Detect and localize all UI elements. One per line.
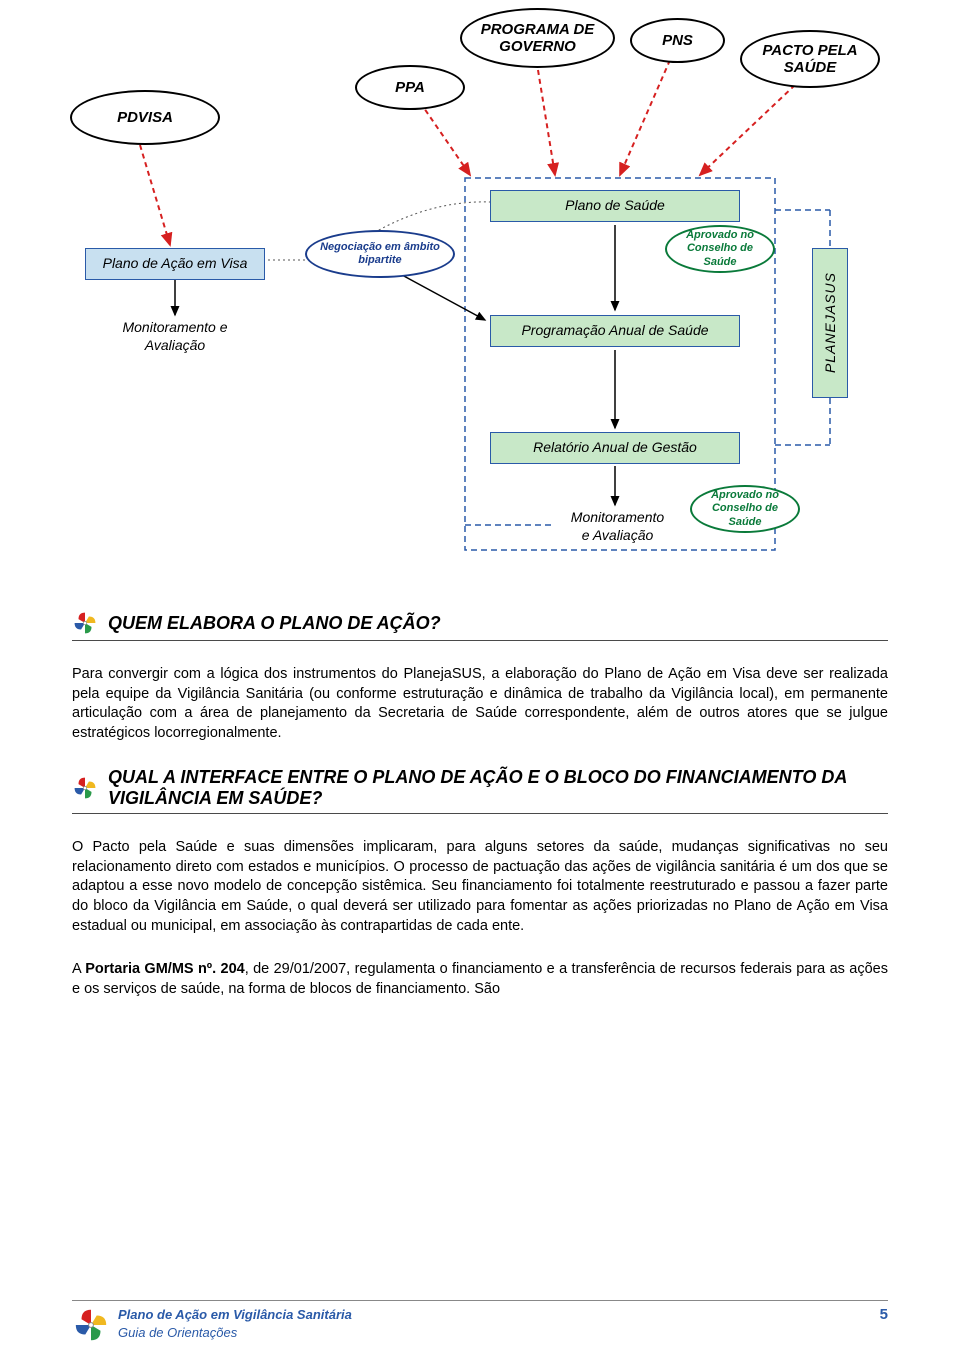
section2-title: QUAL A INTERFACE ENTRE O PLANO DE AÇÃO E…	[108, 767, 888, 809]
pinwheel-icon	[72, 775, 98, 801]
section2-body2: A Portaria GM/MS nº. 204, de 29/01/2007,…	[72, 960, 888, 999]
section1-title: QUEM ELABORA O PLANO DE AÇÃO?	[108, 613, 441, 634]
section2-body1: O Pacto pela Saúde e suas dimensões impl…	[72, 838, 888, 936]
box-programacao: Programação Anual de Saúde	[490, 315, 740, 347]
box-planejasus: PLANEJASUS	[812, 248, 848, 398]
box-plano-visa: Plano de Ação em Visa	[85, 248, 265, 280]
text-monitoramento1: Monitoramento e Avaliação	[105, 318, 245, 354]
section2-body2-bold: Portaria GM/MS nº. 204	[85, 961, 244, 977]
ellipse-aprovado2: Aprovado no Conselho de Saúde	[690, 485, 800, 533]
footer-text: Plano de Ação em Vigilância Sanitária Gu…	[118, 1306, 872, 1341]
section2-body2-pre: A	[72, 961, 85, 977]
label-planejasus: PLANEJASUS	[822, 272, 838, 373]
box-plano-saude: Plano de Saúde	[490, 190, 740, 222]
ellipse-programa: PROGRAMA DE GOVERNO	[460, 8, 615, 68]
box-relatorio: Relatório Anual de Gestão	[490, 432, 740, 464]
ellipse-ppa: PPA	[355, 65, 465, 110]
footer-line1: Plano de Ação em Vigilância Sanitária	[118, 1306, 872, 1324]
footer-line2: Guia de Orientações	[118, 1324, 872, 1342]
flowchart-diagram: PDVISA PPA PROGRAMA DE GOVERNO PNS PACTO…	[0, 0, 960, 610]
text-monitoramento2: Monitoramento e Avaliação	[560, 508, 675, 544]
section1-body: Para convergir com a lógica dos instrume…	[72, 665, 888, 743]
pinwheel-icon	[72, 610, 98, 636]
ellipse-pacto: PACTO PELA SAÚDE	[740, 30, 880, 88]
section1-heading: QUEM ELABORA O PLANO DE AÇÃO?	[72, 610, 888, 641]
ellipse-aprovado1: Aprovado no Conselho de Saúde	[665, 225, 775, 273]
ellipse-pns: PNS	[630, 18, 725, 63]
ellipse-pdvisa: PDVISA	[70, 90, 220, 145]
pinwheel-icon	[72, 1306, 110, 1344]
page-number: 5	[880, 1306, 888, 1323]
page-footer: Plano de Ação em Vigilância Sanitária Gu…	[72, 1300, 888, 1344]
section2-heading: QUAL A INTERFACE ENTRE O PLANO DE AÇÃO E…	[72, 767, 888, 814]
ellipse-negociacao: Negociação em âmbito bipartite	[305, 230, 455, 278]
